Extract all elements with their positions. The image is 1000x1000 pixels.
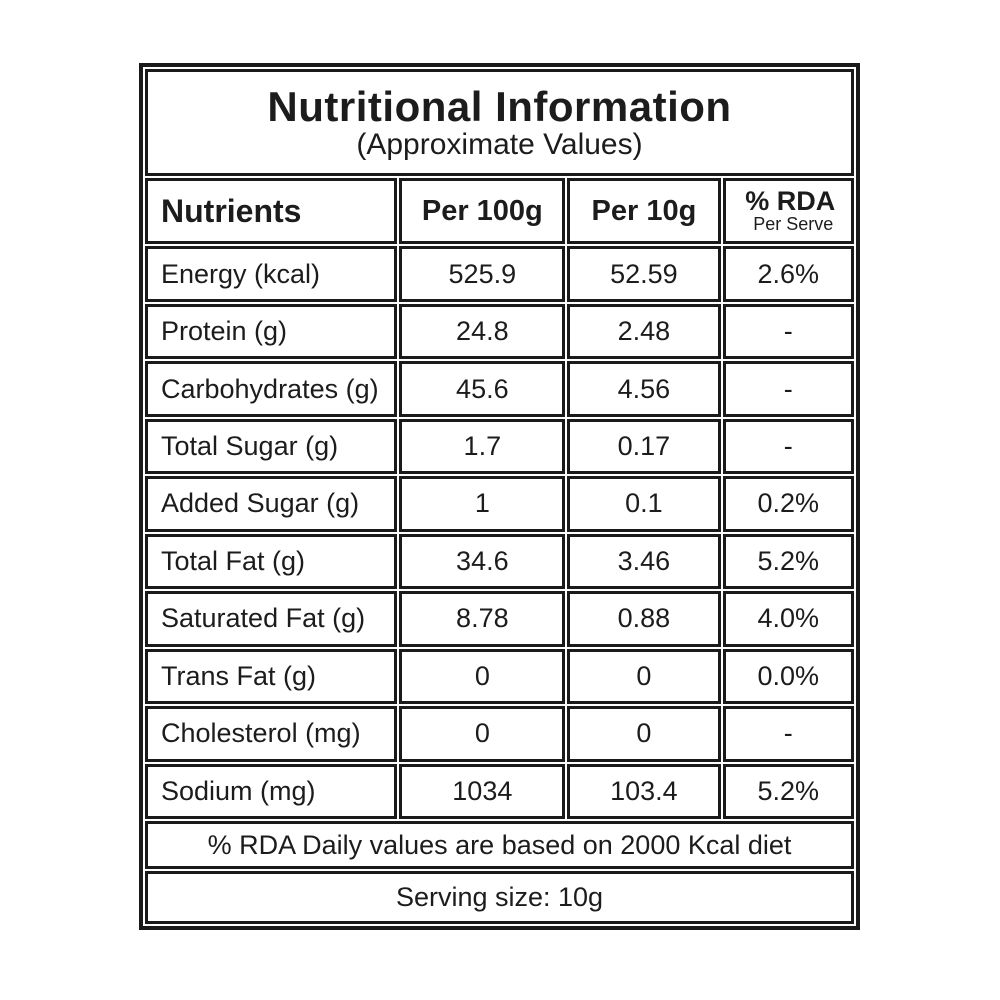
value-per-10g: 4.56 <box>567 361 721 417</box>
table-row-total-fat: Total Fat (g) 34.6 3.46 5.2% <box>145 533 854 590</box>
serving-size: Serving size: 10g <box>145 871 854 924</box>
nutrition-table: Nutritional Information (Approximate Val… <box>139 63 860 930</box>
value-per-100g: 45.6 <box>399 361 566 417</box>
column-header-rda: % RDA Per Serve <box>722 177 854 245</box>
nutrient-name: Total Fat (g) <box>145 533 398 590</box>
value-per-10g: 103.4 <box>567 763 721 819</box>
table-row-carbohydrates: Carbohydrates (g) 45.6 4.56 - <box>145 361 854 417</box>
value-rda: - <box>722 303 854 360</box>
value-per-10g: 0.1 <box>567 476 721 532</box>
value-per-10g: 0 <box>567 648 721 705</box>
table-row-added-sugar: Added Sugar (g) 1 0.1 0.2% <box>145 476 854 532</box>
value-per-10g: 3.46 <box>567 533 721 590</box>
table-row-total-sugar: Total Sugar (g) 1.7 0.17 - <box>145 418 854 475</box>
page-title: Nutritional Information <box>267 83 732 131</box>
value-per-100g: 0 <box>399 706 566 762</box>
value-per-100g: 34.6 <box>399 533 566 590</box>
value-per-10g: 2.48 <box>567 303 721 360</box>
value-rda: 5.2% <box>722 763 854 819</box>
nutrient-name: Energy (kcal) <box>145 246 398 302</box>
nutrient-name: Added Sugar (g) <box>145 476 398 532</box>
table-row-saturated-fat: Saturated Fat (g) 8.78 0.88 4.0% <box>145 591 854 647</box>
value-rda: 0.2% <box>722 476 854 532</box>
value-rda: - <box>722 706 854 762</box>
nutrient-name: Saturated Fat (g) <box>145 591 398 647</box>
serving-size-row: Serving size: 10g <box>145 871 854 924</box>
value-per-100g: 8.78 <box>399 591 566 647</box>
value-per-10g: 52.59 <box>567 246 721 302</box>
nutrient-name: Carbohydrates (g) <box>145 361 398 417</box>
footnote-row: % RDA Daily values are based on 2000 Kca… <box>145 820 854 870</box>
value-rda: 4.0% <box>722 591 854 647</box>
value-per-10g: 0 <box>567 706 721 762</box>
value-rda: 5.2% <box>722 533 854 590</box>
nutrient-name: Total Sugar (g) <box>145 418 398 475</box>
column-header-per-100g: Per 100g <box>399 177 566 245</box>
value-per-100g: 1034 <box>399 763 566 819</box>
value-per-100g: 24.8 <box>399 303 566 360</box>
nutrient-name: Cholesterol (mg) <box>145 706 398 762</box>
table-row-cholesterol: Cholesterol (mg) 0 0 - <box>145 706 854 762</box>
nutrient-name: Trans Fat (g) <box>145 648 398 705</box>
table-row-trans-fat: Trans Fat (g) 0 0 0.0% <box>145 648 854 705</box>
value-per-10g: 0.88 <box>567 591 721 647</box>
table-row-sodium: Sodium (mg) 1034 103.4 5.2% <box>145 763 854 819</box>
column-header-row: Nutrients Per 100g Per 10g % RDA Per Ser… <box>145 177 854 245</box>
table-row-protein: Protein (g) 24.8 2.48 - <box>145 303 854 360</box>
column-header-per-10g: Per 10g <box>567 177 721 245</box>
value-per-10g: 0.17 <box>567 418 721 475</box>
title-cell: Nutritional Information (Approximate Val… <box>145 69 854 176</box>
value-per-100g: 0 <box>399 648 566 705</box>
title-row: Nutritional Information (Approximate Val… <box>145 69 854 176</box>
page-subtitle: (Approximate Values) <box>356 128 643 162</box>
nutrient-name: Sodium (mg) <box>145 763 398 819</box>
value-per-100g: 525.9 <box>399 246 566 302</box>
rda-header-label: % RDA <box>745 185 836 216</box>
value-rda: - <box>722 418 854 475</box>
rda-header-sublabel: Per Serve <box>753 213 834 234</box>
column-header-nutrients: Nutrients <box>145 177 398 245</box>
value-rda: - <box>722 361 854 417</box>
value-per-100g: 1.7 <box>399 418 566 475</box>
nutrient-name: Protein (g) <box>145 303 398 360</box>
value-rda: 2.6% <box>722 246 854 302</box>
table-row-energy: Energy (kcal) 525.9 52.59 2.6% <box>145 246 854 302</box>
value-rda: 0.0% <box>722 648 854 705</box>
rda-footnote: % RDA Daily values are based on 2000 Kca… <box>145 820 854 870</box>
value-per-100g: 1 <box>399 476 566 532</box>
